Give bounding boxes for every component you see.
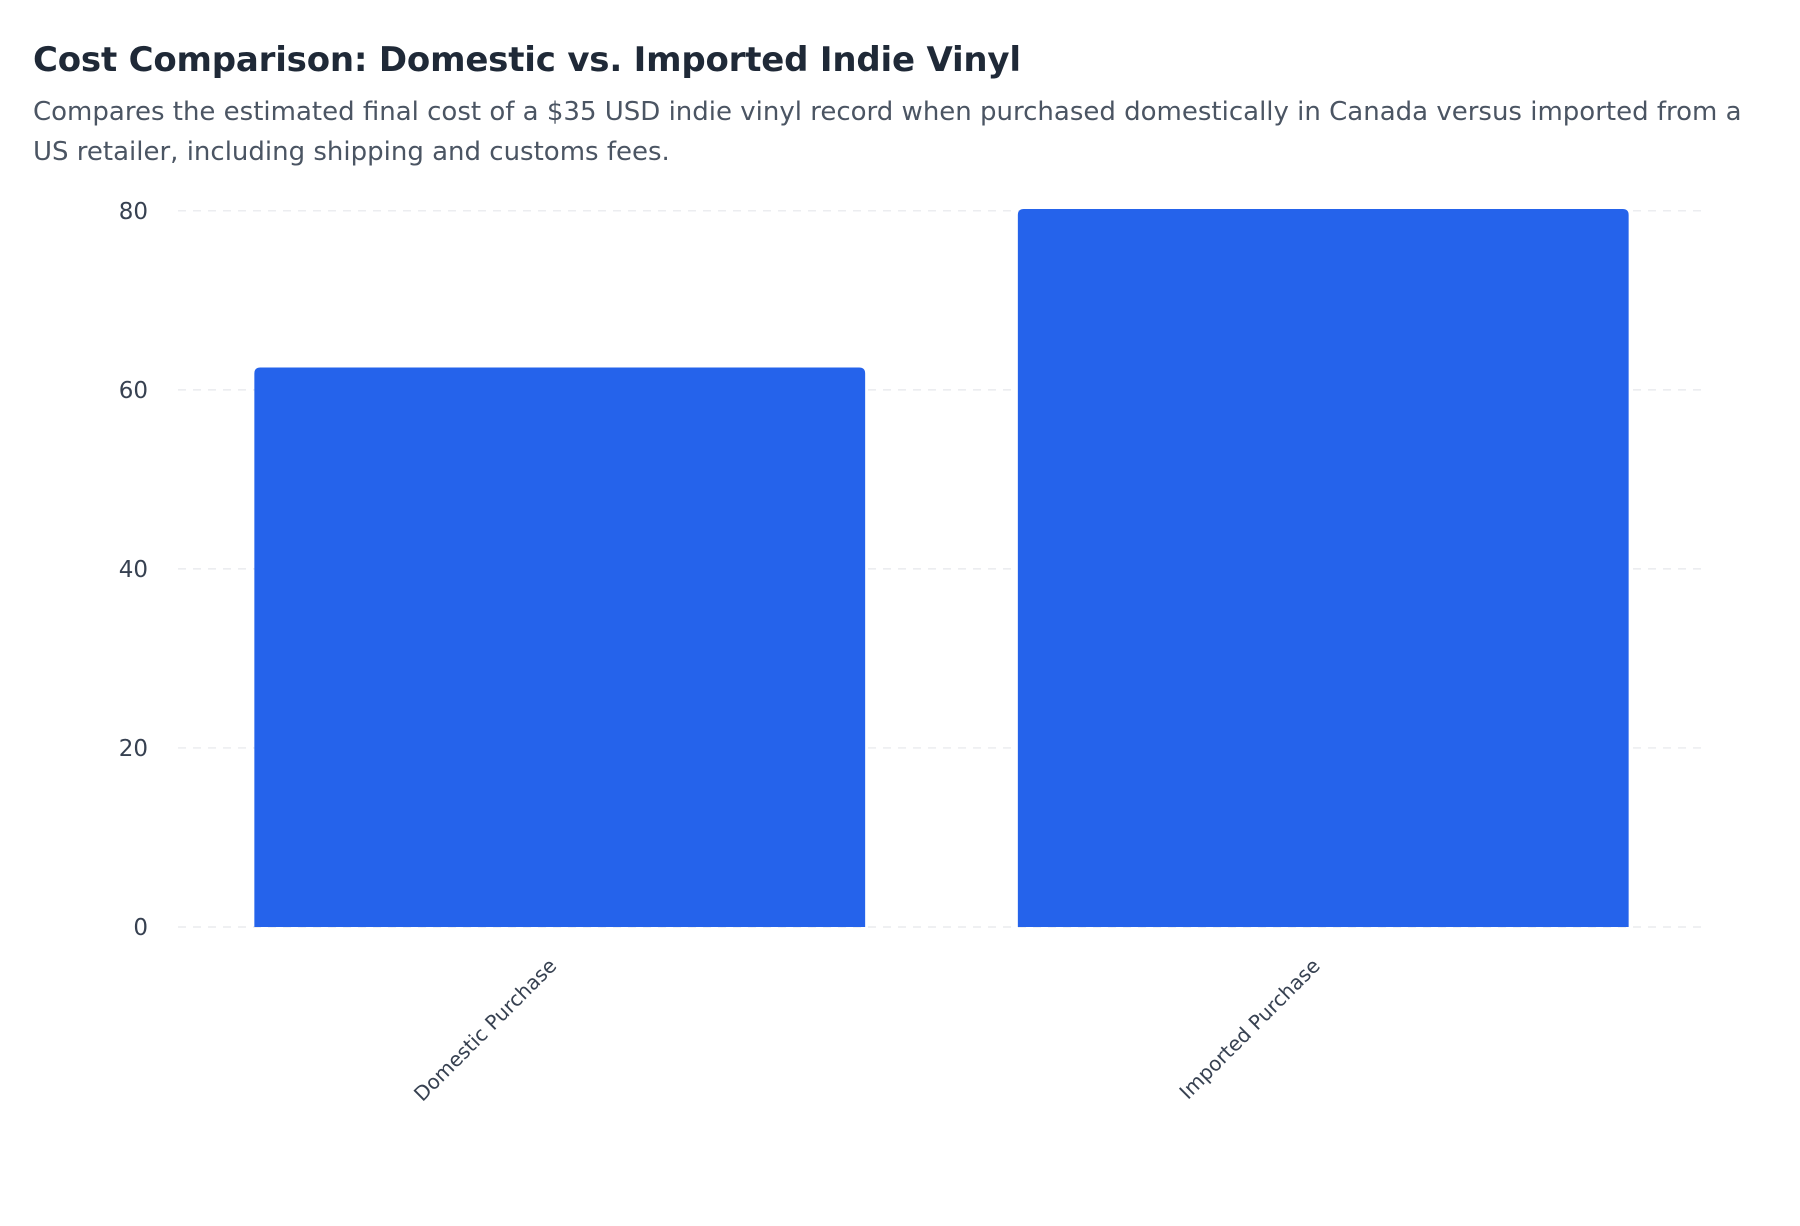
bar-imported-purchase <box>1017 209 1629 927</box>
y-tick-label: 60 <box>119 378 148 404</box>
x-axis-ticks: Domestic Purchase Imported Purchase <box>409 954 1325 1106</box>
chart-title: Cost Comparison: Domestic vs. Imported I… <box>33 40 1021 80</box>
x-tick-label: Domestic Purchase <box>409 954 561 1106</box>
y-axis-ticks: 0 20 40 60 80 <box>119 199 148 941</box>
bars <box>254 209 1629 928</box>
y-tick-label: 80 <box>119 199 148 225</box>
chart-header: Cost Comparison: Domestic vs. Imported I… <box>33 36 1753 172</box>
y-tick-label: 0 <box>133 915 148 941</box>
bar-domestic-purchase <box>254 367 866 928</box>
y-tick-label: 40 <box>119 557 148 583</box>
chart-subtitle: Compares the estimated final cost of a $… <box>33 97 1742 167</box>
y-tick-label: 20 <box>119 736 148 762</box>
x-tick-label: Imported Purchase <box>1174 954 1324 1104</box>
